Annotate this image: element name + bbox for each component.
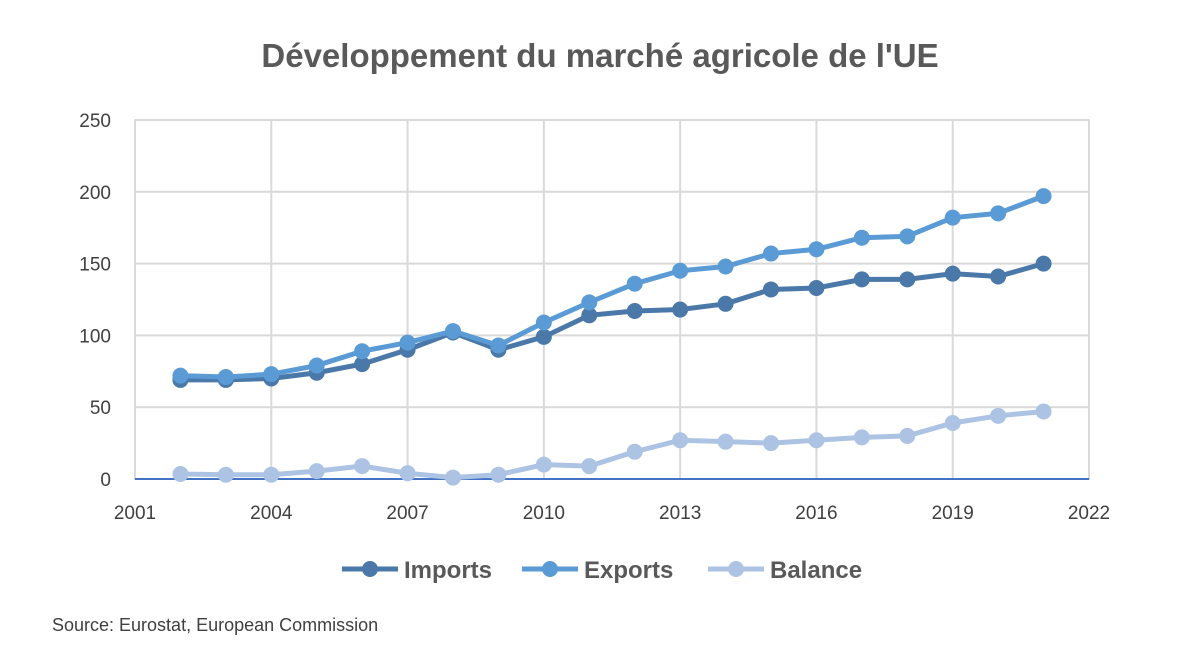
data-point [717, 295, 734, 312]
chart-title: Développement du marché agricole de l'UE [261, 37, 938, 74]
x-tick-label: 2004 [250, 503, 293, 524]
data-point [399, 465, 416, 482]
x-tick-label: 2022 [1068, 503, 1110, 524]
data-point [217, 466, 234, 483]
data-point [808, 241, 825, 258]
data-point [899, 228, 916, 245]
data-point [672, 301, 689, 318]
y-tick-label: 150 [79, 255, 111, 276]
data-point [354, 343, 371, 360]
data-point [581, 307, 598, 324]
data-point [490, 337, 507, 354]
data-point [217, 369, 234, 386]
data-point [944, 209, 961, 226]
x-tick-label: 2016 [795, 503, 837, 524]
data-point [354, 356, 371, 373]
data-point [672, 262, 689, 279]
data-point [490, 466, 507, 483]
data-point [672, 432, 689, 449]
data-point [763, 245, 779, 262]
data-point [990, 268, 1007, 285]
data-point [853, 229, 870, 246]
x-tick-label: 2007 [386, 503, 428, 524]
data-point [899, 271, 916, 288]
data-point [1035, 255, 1052, 272]
series-line [180, 193, 1045, 380]
data-point [445, 469, 461, 486]
data-point [308, 463, 325, 480]
data-point [808, 432, 825, 449]
data-point [626, 443, 643, 460]
data-point [626, 302, 643, 319]
data-point [717, 433, 734, 450]
data-point [172, 367, 189, 384]
data-point [535, 314, 552, 331]
data-point [581, 458, 598, 475]
data-point [581, 294, 598, 311]
legend-label: Balance [770, 557, 862, 584]
data-point [1035, 403, 1052, 420]
data-point [354, 458, 371, 475]
data-point [172, 465, 189, 482]
data-point [853, 429, 870, 446]
data-point [944, 414, 961, 431]
data-point [535, 328, 552, 345]
data-point [535, 456, 552, 473]
data-point [445, 323, 461, 340]
data-point [263, 366, 280, 383]
data-point [808, 280, 825, 297]
data-point [899, 427, 916, 444]
x-tick-label: 2013 [659, 503, 701, 524]
y-tick-label: 250 [79, 111, 111, 132]
legend-label: Imports [404, 557, 492, 584]
y-tick-label: 0 [100, 470, 111, 491]
data-point [717, 258, 734, 275]
data-point [944, 265, 961, 282]
x-tick-label: 2001 [114, 503, 156, 524]
legend-marker [362, 561, 378, 577]
data-point [763, 281, 779, 298]
x-tick-label: 2010 [523, 503, 565, 524]
data-point [1035, 188, 1052, 205]
y-tick-label: 50 [90, 398, 111, 419]
legend-label: Exports [584, 557, 673, 584]
data-point [763, 435, 779, 452]
source-note: Source: Eurostat, European Commission [52, 615, 378, 635]
data-point [308, 357, 325, 374]
x-tick-label: 2019 [932, 503, 974, 524]
legend-marker [728, 561, 744, 577]
data-point [263, 466, 280, 483]
y-tick-label: 100 [79, 326, 111, 347]
legend-marker [542, 561, 558, 577]
data-point [990, 205, 1007, 222]
data-point [626, 275, 643, 292]
data-point [990, 407, 1007, 424]
data-point [399, 334, 416, 351]
y-tick-label: 200 [79, 183, 111, 204]
data-point [853, 271, 870, 288]
